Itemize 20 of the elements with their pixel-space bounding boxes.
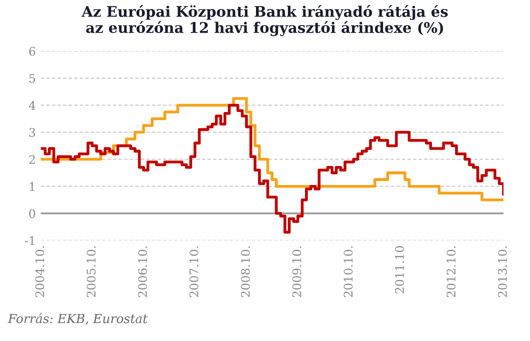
x-tick-label: 2009.10. <box>292 246 302 298</box>
y-tick-label: 5 <box>29 74 36 83</box>
x-tick-label: 2012.10. <box>446 246 456 298</box>
y-tick-label: 6 <box>29 46 36 56</box>
x-tick-label: 2006.10. <box>138 246 147 298</box>
y-tick-label: 0 <box>29 209 36 218</box>
text: Forrás: EKB, Eurostat <box>8 313 148 325</box>
x-tick-label: 2010.10. <box>344 246 353 298</box>
y-tick-label: -1 <box>24 236 34 245</box>
y-tick-label: 2 <box>29 155 35 164</box>
y-tick-label: 3 <box>29 128 36 137</box>
chart-title: Az Európai Központi Bank irányadó rátája és az eurózóna 12 havi fogyasztói árindexe (%) <box>82 5 448 36</box>
y-tick-label: 1 <box>30 182 34 191</box>
y-tick-label: 4 <box>28 100 36 110</box>
x-tick-label: 2005.10. <box>86 246 96 298</box>
x-tick-label: 2008.10. <box>240 246 250 298</box>
x-tick-label: 2004.10. <box>35 246 44 298</box>
x-tick-label: 2011.10 <box>395 246 404 294</box>
x-tick-label: 2013.10. <box>498 246 507 298</box>
x-tick-label: 2007.10. <box>189 246 198 298</box>
